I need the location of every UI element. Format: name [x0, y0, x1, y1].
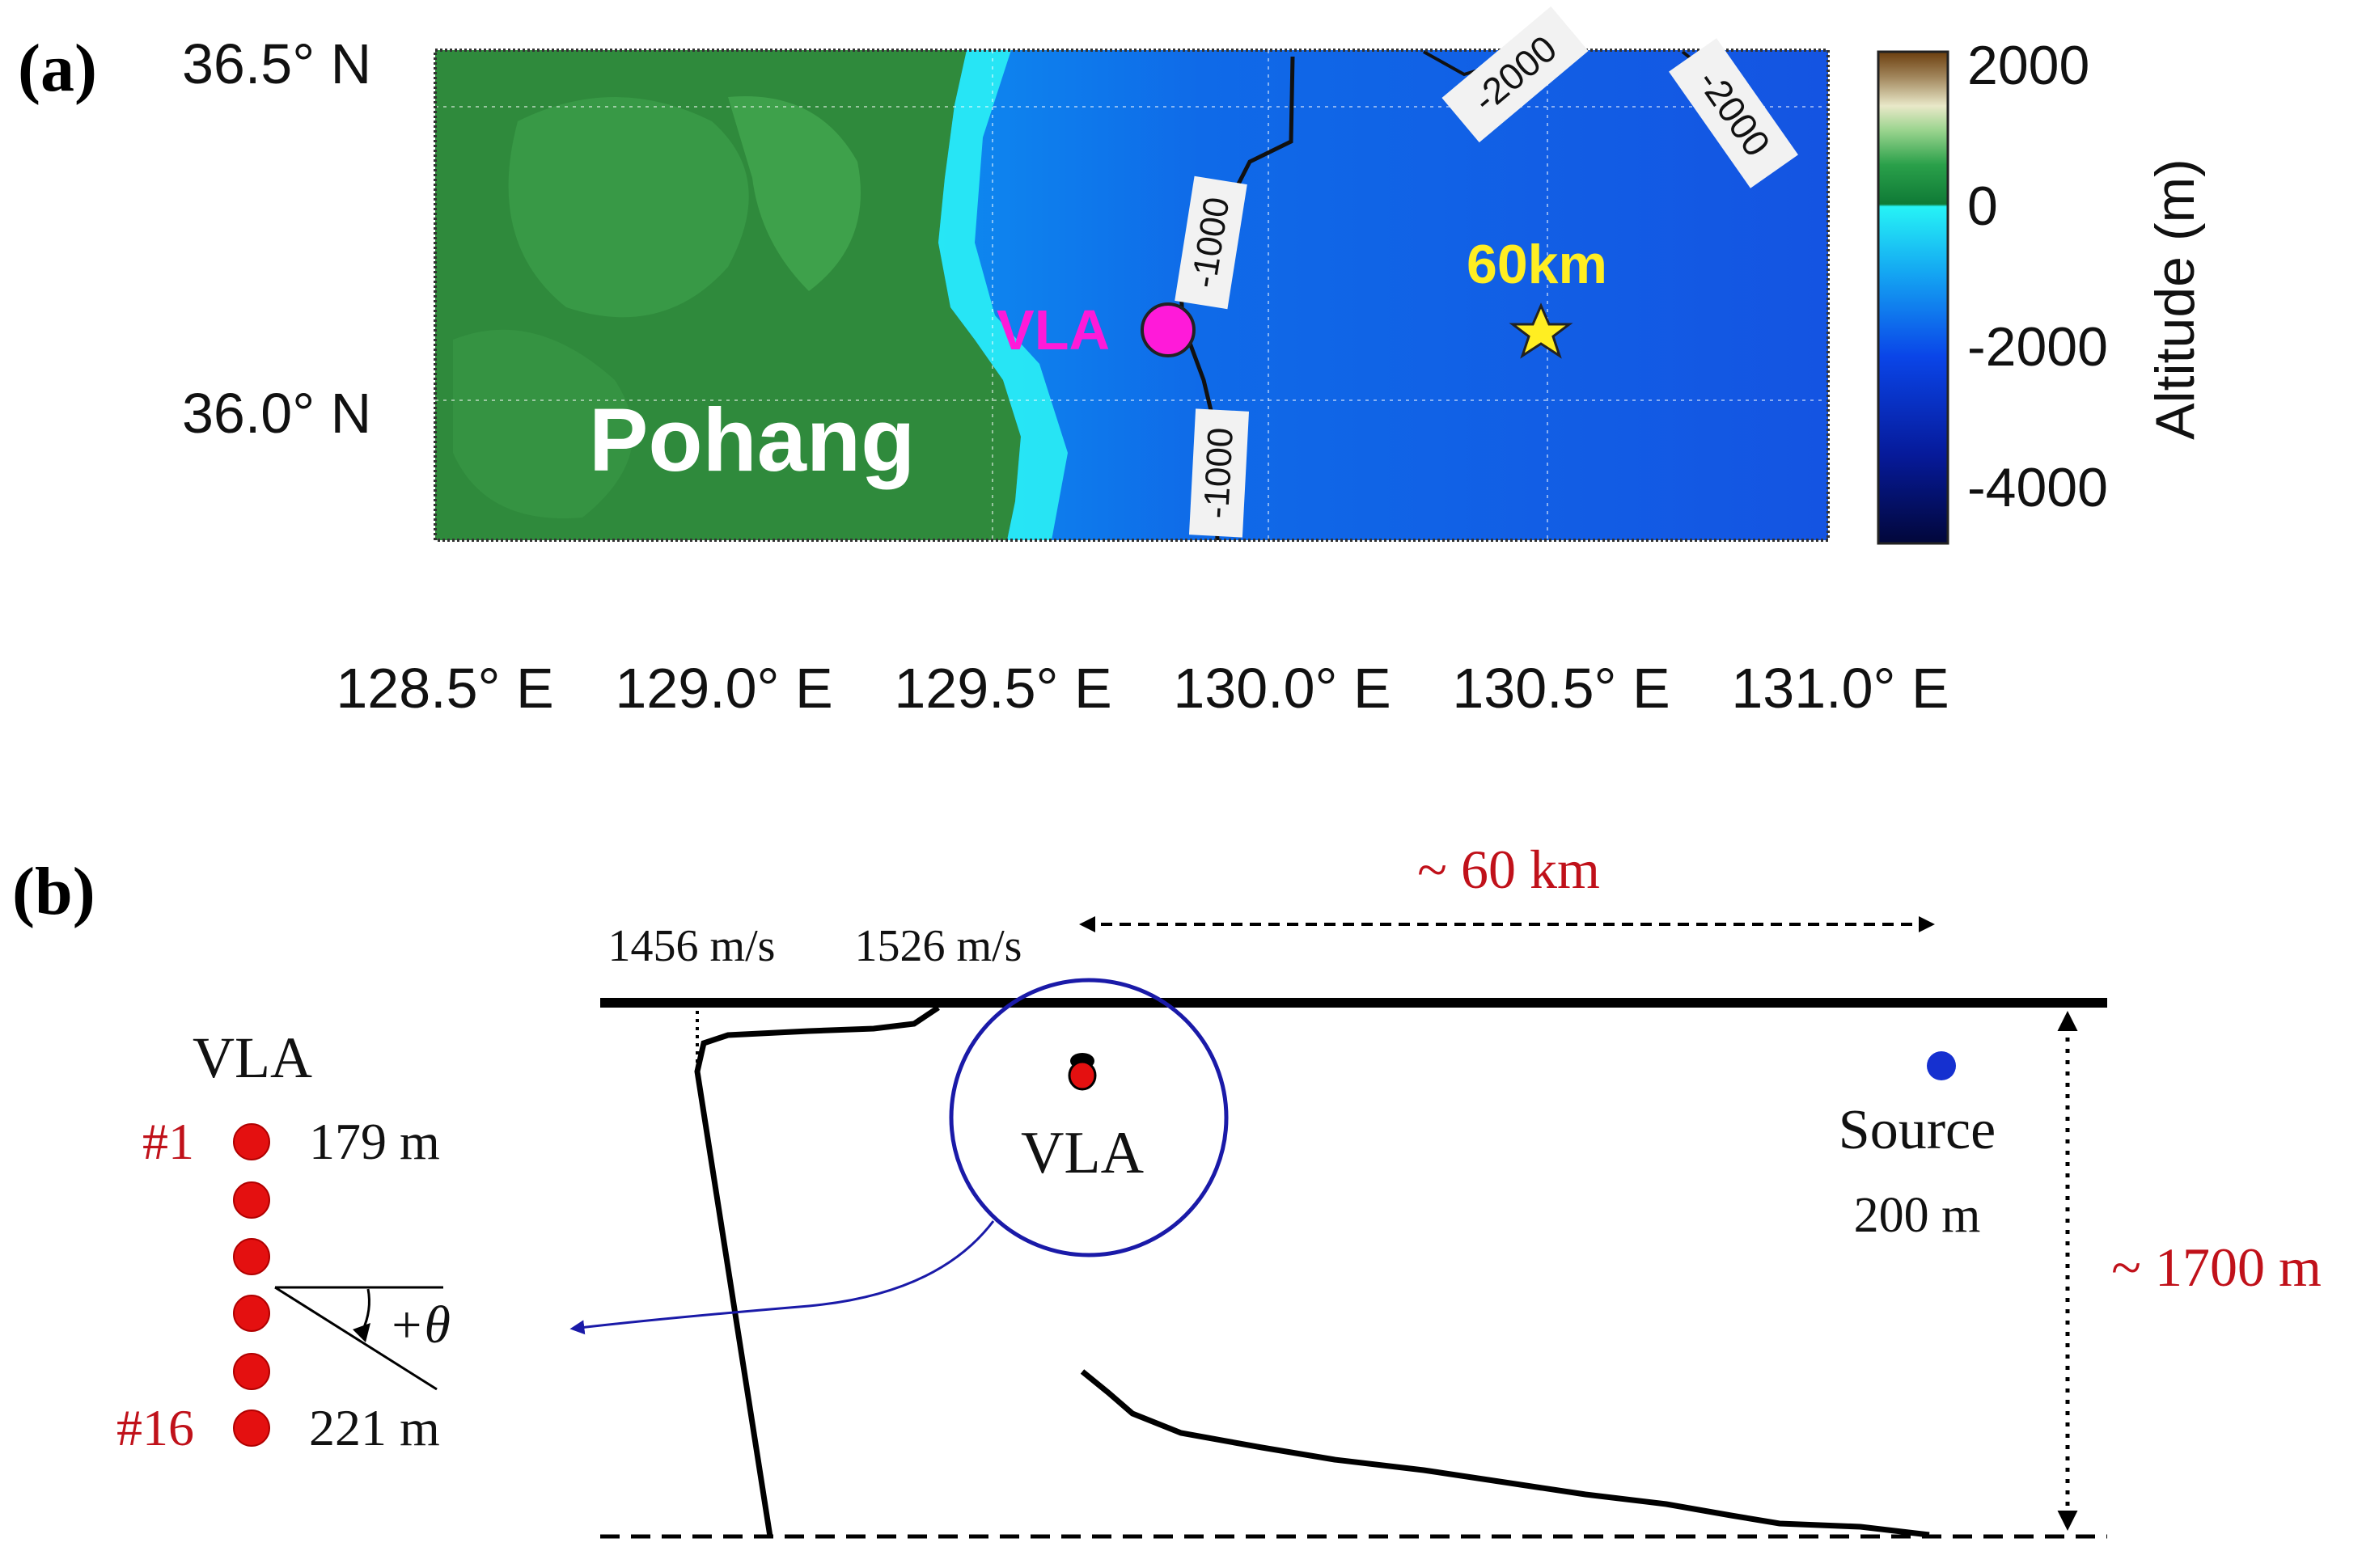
range-label: ~ 60 km — [1417, 839, 1600, 900]
bathymetry-map — [435, 50, 1828, 540]
first-depth-label: 179 m — [309, 1113, 440, 1170]
angle-ray-line — [274, 1286, 438, 1391]
lon-label: 129.0° E — [615, 657, 832, 720]
land-relief — [508, 97, 749, 318]
land-relief — [728, 96, 861, 291]
depth-label: ~ 1700 m — [2111, 1236, 2322, 1298]
array-element — [233, 1238, 270, 1275]
angle-arrowhead — [353, 1323, 370, 1342]
vla-section-label: VLA — [1021, 1120, 1144, 1186]
contour-label: -1000 — [1188, 408, 1250, 538]
colorbar-tick: -2000 — [1967, 316, 2108, 378]
panel-b-label: (b) — [12, 854, 95, 929]
shallow-shelf — [938, 50, 1068, 540]
source-dot — [1927, 1051, 1956, 1080]
array-element — [233, 1295, 270, 1332]
colorbar-scale — [1877, 50, 1949, 545]
graticule — [435, 50, 1828, 540]
lon-label: 130.5° E — [1452, 657, 1670, 720]
lon-label: 130.0° E — [1173, 657, 1391, 720]
land-relief — [453, 329, 633, 518]
panel-b: (b) ~ 60 km 1456 m/s 1526 m/s ~ 1700 m V… — [12, 839, 2322, 1539]
lon-label: 128.5° E — [336, 657, 553, 720]
lat-label-36-5: 36.5° N — [182, 32, 371, 95]
colorbar-ticks: 2000 0 -2000 -4000 — [1967, 35, 2108, 518]
contour-label: -1000 — [1175, 175, 1247, 310]
array-title: VLA — [193, 1025, 312, 1090]
seafloor-slope — [1080, 1369, 1930, 1538]
vla-map-label: VLA — [997, 298, 1110, 361]
array-element — [233, 1181, 270, 1219]
last-depth-label: 221 m — [309, 1399, 440, 1456]
vla-zoom-circle — [949, 978, 1229, 1257]
place-label: Pohang — [589, 391, 915, 490]
source-range-label: 60km — [1467, 234, 1607, 295]
lat-label-36-0: 36.0° N — [182, 382, 371, 445]
star-icon — [1509, 302, 1573, 359]
vla-marker — [1141, 302, 1196, 357]
lon-label: 131.0° E — [1731, 657, 1949, 720]
source-label: Source — [1839, 1099, 1996, 1161]
lon-axis-labels: 128.5° E 129.0° E 129.5° E 130.0° E 130.… — [336, 657, 1949, 720]
ssp-label-min: 1456 m/s — [608, 921, 776, 971]
first-element-label: #1 — [142, 1113, 194, 1170]
vla-array-dot — [1068, 1060, 1097, 1091]
source-depth: 200 m — [1854, 1188, 1981, 1243]
colorbar-tick: 2000 — [1967, 35, 2089, 96]
last-element-label: #16 — [116, 1399, 194, 1456]
colorbar: 2000 0 -2000 -4000 Altitude (m) — [1877, 35, 2206, 545]
array-element — [233, 1353, 270, 1390]
map-frame — [434, 49, 1830, 542]
array-element — [233, 1410, 270, 1447]
array-elements — [233, 1123, 270, 1447]
ssp-label-max: 1526 m/s — [855, 921, 1022, 971]
svg-text:-1000: -1000 — [1196, 426, 1241, 519]
callout-arrow — [569, 1220, 995, 1335]
colorbar-tick: 0 — [1967, 175, 1998, 237]
array-element — [233, 1123, 270, 1160]
angle-label: +θ — [388, 1295, 451, 1355]
sound-speed-profile — [694, 1005, 940, 1537]
colorbar-title: Altitude (m) — [2144, 158, 2206, 440]
panel-a: (a) -1000 — [18, 6, 2206, 720]
colorbar-tick: -4000 — [1967, 457, 2108, 518]
panel-a-label: (a) — [18, 31, 97, 106]
array-detail: VLA #1 179 m #16 221 m +θ — [116, 1025, 451, 1456]
lon-label: 129.5° E — [894, 657, 1111, 720]
